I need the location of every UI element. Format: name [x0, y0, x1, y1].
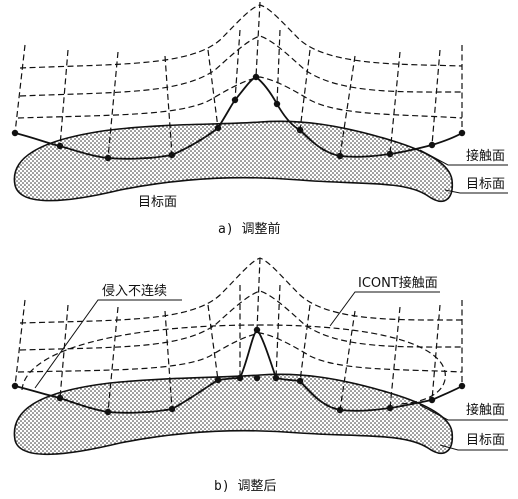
label-contact-a: 接触面: [466, 148, 505, 164]
caption-b: b) 调整后: [214, 479, 276, 494]
panel-b: 侵入不连续 ICONT接触面 接触面 目标面 b) 调整后: [11, 257, 508, 494]
target-body-a: [13, 120, 454, 202]
contact-nodes-a: [11, 73, 466, 162]
leader-contact-b: [419, 404, 508, 421]
icont-envelope-b: [21, 324, 446, 405]
label-target-inner-a: 目标面: [138, 195, 177, 210]
mesh-vertical-a: [14, 1, 463, 159]
leader-target-b: [439, 444, 508, 451]
leader-icont-b: [329, 291, 440, 327]
label-target-right-a: 目标面: [466, 177, 505, 192]
label-icont-b: ICONT接触面: [358, 275, 438, 291]
leader-penetration-b: [34, 299, 182, 389]
leader-target-a: [444, 189, 508, 194]
panel-a: 接触面 目标面 目标面 a) 调整前: [11, 1, 508, 237]
label-penetration-b: 侵入不连续: [102, 283, 167, 299]
target-body-b: [13, 373, 454, 456]
leader-contact-a: [419, 149, 508, 166]
contact-nodes-b: [11, 326, 466, 416]
label-target-right-b: 目标面: [466, 433, 505, 448]
mesh-vertical-b: [14, 257, 463, 413]
label-contact-b: 接触面: [466, 402, 505, 418]
caption-a: a) 调整前: [218, 221, 280, 237]
